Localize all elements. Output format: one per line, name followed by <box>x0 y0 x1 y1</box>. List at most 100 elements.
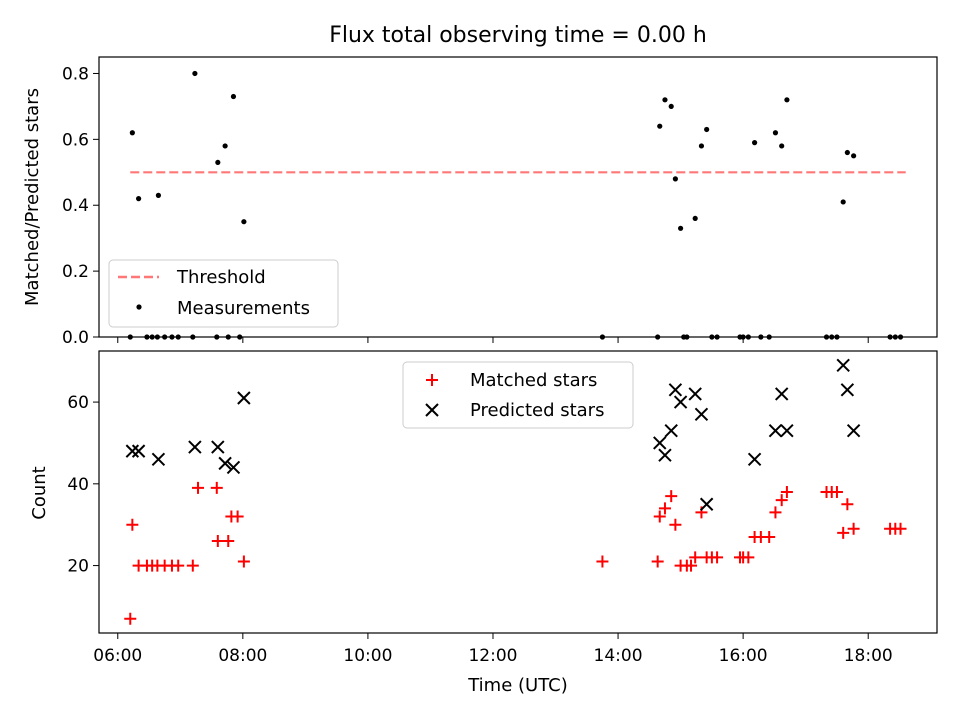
y-tick-label: 0.6 <box>62 130 89 150</box>
ratio-x-tick-marks <box>117 337 869 343</box>
measurements-point <box>136 196 142 202</box>
measurements-point <box>662 97 668 103</box>
chart-title: Flux total observing time = 0.00 h <box>329 23 707 48</box>
measurements-legend-swatch <box>136 304 142 310</box>
matched-stars-point <box>769 506 782 519</box>
predicted-legend-label: Predicted stars <box>470 400 604 421</box>
matched-stars-point <box>830 486 843 498</box>
x-tick-label: 16:00 <box>719 646 768 666</box>
predicted-stars-point <box>237 391 251 405</box>
measurements-point <box>844 149 850 156</box>
ratio-legend: Threshold Measurements <box>108 259 339 328</box>
ratio-panel: 0.00.20.40.60.8 Matched/Predicted stars … <box>22 56 938 348</box>
matched-stars-point <box>596 555 609 568</box>
matched-legend-swatch <box>426 374 438 386</box>
count-legend-box <box>402 361 634 429</box>
predicted-stars-point <box>131 444 146 458</box>
predicted-stars-point <box>768 423 783 438</box>
count-y-axis: 20 40 60 <box>67 393 99 577</box>
count-legend: Matched stars Predicted stars <box>402 361 634 429</box>
matched-stars-point <box>894 522 907 535</box>
ratio-y-axis-label: Matched/Predicted stars <box>22 88 43 306</box>
matched-stars-point <box>653 510 666 523</box>
threshold-legend-label: Threshold <box>176 267 266 288</box>
y-tick-label: 0.4 <box>62 196 89 216</box>
x-tick-label: 06:00 <box>93 646 142 666</box>
matched-stars-point <box>780 486 793 498</box>
matched-stars-point <box>126 518 139 531</box>
predicted-stars-point <box>780 423 794 438</box>
predicted-stars-point <box>688 387 702 401</box>
matched-stars-point <box>763 530 776 543</box>
measurements-point <box>241 219 247 225</box>
x-tick-label: 10:00 <box>343 646 392 666</box>
matched-stars-point <box>211 535 224 548</box>
predicted-stars-point <box>151 452 166 467</box>
y-tick-label: 20 <box>67 557 89 577</box>
measurements-point <box>129 130 135 136</box>
matched-stars-point <box>847 522 860 535</box>
ratio-panel-frame <box>98 56 938 338</box>
predicted-stars-point <box>653 436 667 450</box>
measurements-point <box>772 130 779 136</box>
matched-stars-point <box>775 494 788 507</box>
matched-stars-point <box>186 559 199 572</box>
count-panel-frame <box>98 350 938 634</box>
matched-stars-point <box>689 551 702 564</box>
y-tick-label: 0.8 <box>62 64 89 84</box>
predicted-stars-point <box>694 407 709 422</box>
measurements-point <box>192 70 198 77</box>
measurements-point <box>668 103 674 110</box>
measurements-point <box>851 153 857 159</box>
predicted-stars-point <box>218 456 232 471</box>
x-tick-label: 14:00 <box>594 646 643 666</box>
predicted-stars-point <box>846 423 861 438</box>
measurements-point <box>751 140 758 146</box>
count-panel: 20 40 60 06:00 08:00 10:00 12:00 14:00 16:00 18:… <box>29 350 938 696</box>
matched-stars-point <box>231 510 244 523</box>
ratio-legend-box <box>108 259 339 328</box>
matched-stars-point <box>685 559 698 572</box>
predicted-stars-point <box>836 358 850 373</box>
predicted-stars-point <box>226 460 241 475</box>
predicted-stars-point <box>774 387 789 401</box>
matched-stars-point <box>124 612 137 625</box>
count-x-axis: 06:00 08:00 10:00 12:00 14:00 16:00 18:00 <box>93 633 893 666</box>
matched-stars-point <box>222 535 235 548</box>
ratio-y-axis: 0.0 0.2 0.4 0.6 0.8 <box>62 64 99 348</box>
predicted-stars-point <box>664 423 678 438</box>
matched-stars-point <box>837 526 850 539</box>
matched-stars-point <box>651 555 664 568</box>
measurements-point <box>657 123 663 129</box>
measurements-point <box>155 192 162 198</box>
measurements-legend-label: Measurements <box>177 298 310 319</box>
count-y-axis-label: Count <box>29 466 50 519</box>
matched-stars-point <box>192 481 205 494</box>
y-tick-label: 0.2 <box>62 262 89 282</box>
matched-stars-point <box>658 502 671 515</box>
measurements-point <box>704 126 710 133</box>
predicted-legend-swatch <box>425 403 439 417</box>
measurements-point <box>672 176 678 182</box>
y-tick-label: 0.0 <box>62 328 89 348</box>
matched-stars-point <box>669 518 682 531</box>
matched-stars-point <box>237 555 250 568</box>
y-tick-label: 60 <box>67 393 89 413</box>
predicted-stars-point <box>188 440 202 454</box>
x-tick-label: 12:00 <box>468 646 517 666</box>
measurements-point <box>692 215 698 222</box>
x-tick-label: 08:00 <box>218 646 267 666</box>
measurements-point <box>779 143 785 149</box>
measurements-point <box>698 143 705 149</box>
predicted-stars-point <box>125 444 140 458</box>
predicted-stars-point <box>211 440 225 454</box>
matched-legend-label: Matched stars <box>470 370 597 391</box>
count-plot-area <box>124 358 907 625</box>
matched-stars-point <box>210 481 223 494</box>
measurements-point <box>215 159 221 166</box>
predicted-stars-point <box>668 383 683 397</box>
matched-stars-point <box>172 559 185 572</box>
predicted-stars-point <box>673 395 688 409</box>
matched-stars-point <box>841 498 854 511</box>
